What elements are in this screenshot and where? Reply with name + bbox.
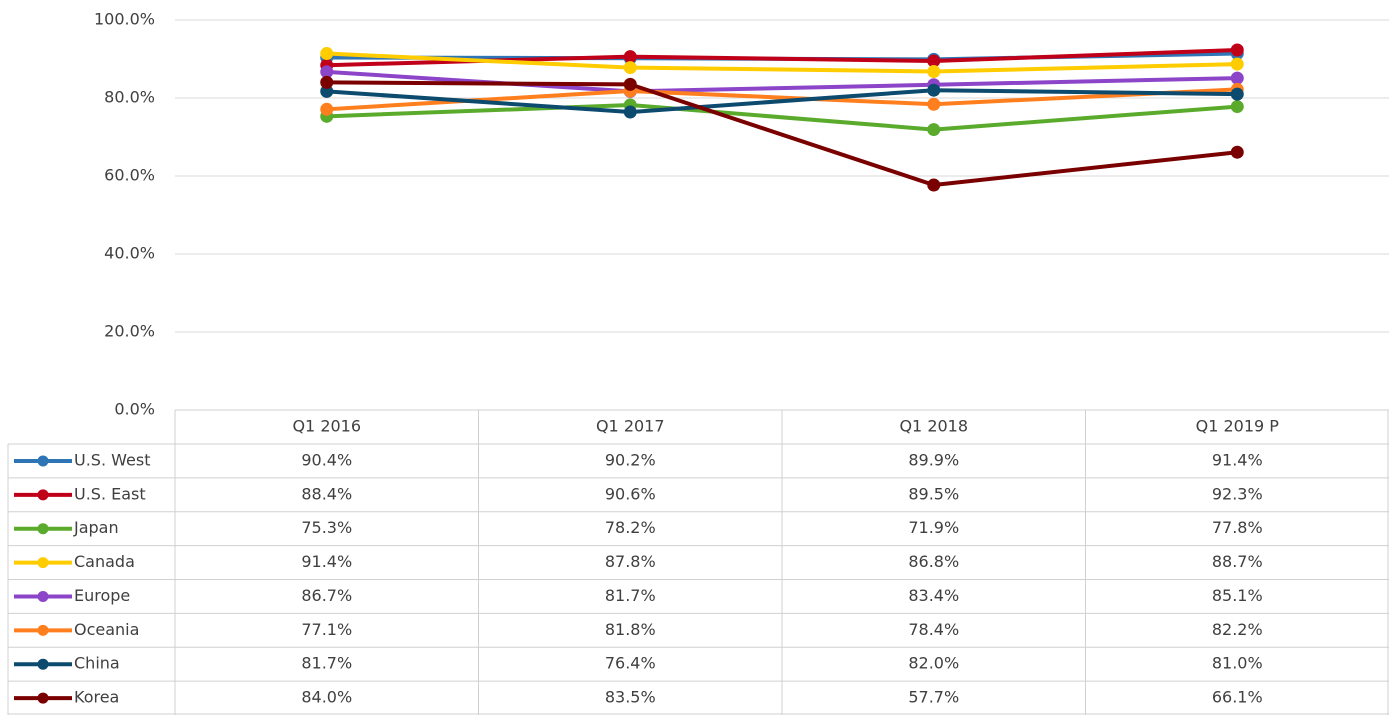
data-point <box>320 47 334 61</box>
y-tick-label: 40.0% <box>104 244 155 263</box>
data-point <box>1230 145 1244 159</box>
table-cell: 90.6% <box>605 484 656 503</box>
table-cell: 82.0% <box>908 654 959 673</box>
legend-marker <box>37 590 49 602</box>
data-point <box>927 54 941 68</box>
table-cell: 84.0% <box>301 688 352 707</box>
series-line <box>326 80 1238 187</box>
data-point <box>1230 57 1244 71</box>
table-cell: 91.4% <box>1212 450 1263 469</box>
data-point <box>1230 71 1244 85</box>
table-cell: 78.4% <box>908 620 959 639</box>
series-line <box>326 51 1238 74</box>
legend-marker <box>37 624 49 636</box>
table-cell: 75.3% <box>301 518 352 537</box>
table-cell: 86.7% <box>301 586 352 605</box>
table-cell: 77.8% <box>1212 518 1263 537</box>
table-cell: 71.9% <box>908 518 959 537</box>
table-cell: 81.8% <box>605 620 656 639</box>
data-point <box>927 97 941 111</box>
table-cell: 82.2% <box>1212 620 1263 639</box>
legend-marker <box>37 557 49 569</box>
table-cell: 90.2% <box>605 450 656 469</box>
x-tick-label: Q1 2019 P <box>1196 417 1280 436</box>
table-cell: 92.3% <box>1212 484 1263 503</box>
table-cell: 90.4% <box>301 450 352 469</box>
data-point <box>623 77 637 91</box>
x-tick-label: Q1 2016 <box>292 417 361 436</box>
legend-label: U.S. East <box>74 484 146 503</box>
table-cell: 78.2% <box>605 518 656 537</box>
data-point <box>927 178 941 192</box>
data-point <box>927 83 941 97</box>
table-cell: 88.7% <box>1212 552 1263 571</box>
legend-marker <box>37 692 49 704</box>
x-tick-label: Q1 2017 <box>596 417 665 436</box>
data-point <box>320 65 334 79</box>
data-point <box>320 102 334 116</box>
series-line <box>326 103 1238 132</box>
data-point <box>623 50 637 64</box>
legend-label: Japan <box>73 518 119 537</box>
legend-label: China <box>74 654 120 673</box>
table-cell: 87.8% <box>605 552 656 571</box>
table-cell: 81.0% <box>1212 654 1263 673</box>
table-cell: 77.1% <box>301 620 352 639</box>
y-tick-label: 60.0% <box>104 166 155 185</box>
legend-label: Korea <box>74 688 119 707</box>
data-point <box>1230 43 1244 57</box>
legend-label: Oceania <box>74 620 139 639</box>
legend-label: U.S. West <box>74 450 150 469</box>
data-point <box>927 64 941 78</box>
table-cell: 81.7% <box>301 654 352 673</box>
table-cell: 89.5% <box>908 484 959 503</box>
data-point <box>320 84 334 98</box>
legend-label: Canada <box>74 552 135 571</box>
table-cell: 57.7% <box>908 688 959 707</box>
table-cell: 83.5% <box>605 688 656 707</box>
table-cell: 83.4% <box>908 586 959 605</box>
table-cell: 88.4% <box>301 484 352 503</box>
y-tick-label: 20.0% <box>104 322 155 341</box>
y-tick-label: 80.0% <box>104 88 155 107</box>
series-line <box>326 88 1238 115</box>
y-tick-label: 100.0% <box>94 10 155 29</box>
data-point <box>927 123 941 137</box>
table-cell: 85.1% <box>1212 586 1263 605</box>
legend-marker <box>37 489 49 501</box>
legend-label: Europe <box>74 586 130 605</box>
data-point <box>320 75 334 89</box>
x-tick-label: Q1 2018 <box>899 417 968 436</box>
table-cell: 81.7% <box>605 586 656 605</box>
data-point <box>623 61 637 75</box>
table-cell: 91.4% <box>301 552 352 571</box>
legend-marker <box>37 523 49 535</box>
table-cell: 76.4% <box>605 654 656 673</box>
table-cell: 66.1% <box>1212 688 1263 707</box>
legend-marker <box>37 658 49 670</box>
data-point <box>1230 100 1244 114</box>
data-point <box>623 105 637 119</box>
y-tick-label: 0.0% <box>114 400 155 419</box>
table-cell: 86.8% <box>908 552 959 571</box>
legend-marker <box>37 455 49 467</box>
table-cell: 89.9% <box>908 450 959 469</box>
data-point <box>1230 87 1244 101</box>
